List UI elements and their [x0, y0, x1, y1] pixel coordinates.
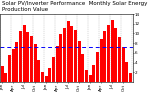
Bar [81, 54, 84, 82]
Bar [59, 34, 62, 82]
Bar [85, 70, 88, 82]
Bar [67, 21, 70, 82]
Bar [48, 68, 52, 82]
Bar [107, 25, 110, 82]
Bar [70, 26, 73, 82]
Bar [30, 36, 33, 82]
Bar [41, 72, 44, 82]
Bar [34, 44, 37, 82]
Bar [23, 25, 26, 82]
Bar [8, 55, 11, 82]
Bar [111, 20, 114, 82]
Bar [1, 66, 4, 82]
Bar [63, 28, 66, 82]
Bar [56, 46, 59, 82]
Bar [12, 49, 15, 82]
Bar [92, 65, 96, 82]
Bar [118, 37, 121, 82]
Bar [114, 28, 117, 82]
Bar [26, 32, 29, 82]
Bar [125, 62, 128, 82]
Bar [37, 60, 40, 82]
Text: Solar PV/Inverter Performance  Monthly Solar Energy Production Value: Solar PV/Inverter Performance Monthly So… [2, 1, 147, 12]
Bar [4, 73, 7, 82]
Bar [103, 31, 106, 82]
Bar [100, 39, 103, 82]
Bar [129, 73, 132, 82]
Bar [78, 41, 81, 82]
Bar [19, 31, 22, 82]
Bar [15, 42, 18, 82]
Bar [52, 57, 55, 82]
Bar [45, 76, 48, 82]
Bar [89, 75, 92, 82]
Bar [122, 47, 125, 82]
Bar [74, 30, 77, 82]
Bar [96, 52, 99, 82]
